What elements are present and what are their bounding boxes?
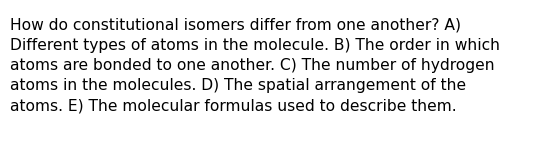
Text: How do constitutional isomers differ from one another? A)
Different types of ato: How do constitutional isomers differ fro… bbox=[10, 18, 500, 113]
